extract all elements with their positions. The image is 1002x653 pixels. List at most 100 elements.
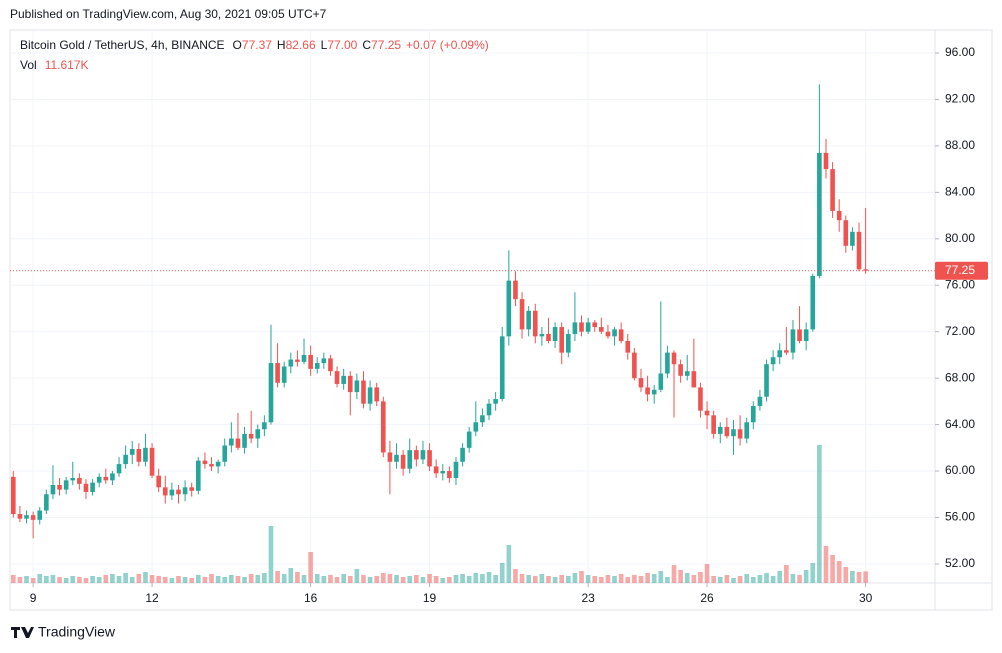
candle-body [599, 327, 604, 332]
candle-body [195, 460, 201, 491]
candle-body [30, 515, 36, 520]
candle-body [242, 433, 247, 448]
volume-bar [268, 526, 274, 583]
candle-body [235, 438, 241, 448]
volume-bar [565, 576, 571, 583]
volume-bar [717, 577, 723, 583]
candle-body [632, 352, 637, 379]
volume-bar [790, 574, 796, 583]
candle-body [308, 354, 313, 369]
candle-body [830, 169, 835, 211]
candle-body [539, 334, 545, 337]
volume-bar [70, 576, 76, 583]
y-tick-label: 88.00 [945, 138, 975, 152]
y-tick-label: 92.00 [945, 92, 975, 106]
ohlc-value: 77.00 [327, 38, 357, 52]
volume-bar [235, 576, 241, 583]
ohlc-label: C [362, 38, 371, 52]
legend-title: Bitcoin Gold / TetherUS, 4h, BINANCE [20, 38, 225, 52]
candle-body [420, 450, 426, 460]
volume-bar [460, 574, 465, 583]
candle-body [10, 476, 16, 515]
candle-body [592, 322, 598, 328]
volume-bar [764, 573, 769, 583]
volume-bar [354, 569, 360, 583]
candle-body [354, 380, 360, 393]
candle-body [440, 471, 446, 474]
volume-bar [698, 572, 703, 583]
candle-body [63, 480, 69, 490]
volume-bar [123, 573, 128, 583]
candle-body [770, 357, 776, 365]
candle-body [757, 396, 763, 407]
volume-bar [757, 575, 763, 583]
candle-body [321, 358, 327, 364]
volume-bar [493, 575, 498, 583]
candle-body [684, 371, 690, 376]
candle-body [361, 380, 366, 404]
candle-body [651, 389, 657, 395]
volume-bar [96, 577, 102, 583]
candle-body [222, 445, 228, 462]
candle-body [255, 429, 261, 439]
last-price-label: 77.25 [945, 263, 975, 277]
candle-body [103, 476, 109, 481]
candle-body [44, 494, 49, 511]
candle-body [143, 447, 148, 462]
volume-bar [321, 576, 327, 583]
candle-body [77, 478, 82, 484]
volume-bar [347, 576, 353, 583]
candle-body [374, 387, 380, 402]
published-note: Published on TradingView.com, Aug 30, 20… [10, 7, 327, 21]
volume-bar [632, 575, 637, 583]
candle-body [513, 280, 518, 300]
volume-bar [110, 574, 115, 583]
volume-bar [605, 575, 611, 583]
candle-body [645, 387, 650, 395]
candle-body [295, 359, 300, 362]
volume-bar [784, 565, 789, 583]
axes: 52.00 56.00 60.00 64.00 68.00 72.00 76.00 80.00… [10, 45, 988, 605]
volume-bar [427, 574, 432, 583]
candle-body [229, 438, 234, 446]
candle-body [552, 327, 558, 341]
volume-bar [30, 578, 36, 583]
volume-bar [579, 571, 584, 583]
candle-body [532, 310, 538, 337]
candle-body [480, 415, 485, 423]
candle-body [803, 329, 809, 341]
volume-bar [486, 572, 492, 583]
volume-bar [466, 576, 472, 583]
volume-bar [850, 571, 855, 583]
candle-body [347, 375, 353, 393]
candle-body [110, 473, 115, 481]
volume-bar [262, 573, 267, 583]
candle-body [314, 363, 320, 369]
volume-bar [301, 575, 307, 583]
volume-bar [817, 445, 822, 583]
candle-body [526, 310, 531, 330]
candle-body [136, 448, 142, 462]
candle-body [57, 484, 62, 490]
candle-body [341, 375, 346, 384]
volume-bar [295, 572, 300, 583]
volume-bar [711, 576, 716, 583]
candle-body [737, 429, 743, 439]
volume-bar [407, 576, 413, 583]
candle-body [473, 422, 479, 432]
volume-bar [691, 575, 697, 583]
candle-body [50, 484, 56, 495]
volume-bar [341, 574, 346, 583]
volume-bar [215, 576, 221, 583]
volume-bar [162, 577, 168, 583]
candle-body [149, 447, 155, 476]
candle-body [301, 354, 307, 362]
y-tick-label: 84.00 [945, 185, 975, 199]
volume-bar [618, 574, 624, 583]
volume-bar [288, 568, 294, 583]
candle-body [711, 415, 716, 434]
y-tick-label: 72.00 [945, 324, 975, 338]
brand-logo: TradingView [11, 624, 116, 640]
y-tick-label: 76.00 [945, 277, 975, 291]
volume-bar [532, 576, 538, 583]
